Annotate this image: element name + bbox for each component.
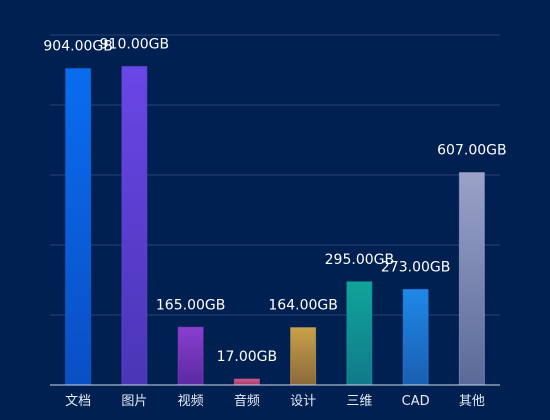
bar-4 <box>290 327 317 386</box>
x-tick-label-4: 设计 <box>290 394 316 409</box>
data-label-0: 904.00GB <box>43 39 112 55</box>
bar-3 <box>233 378 260 386</box>
bar-1 <box>121 66 148 386</box>
x-tick-label-5: 三维 <box>346 394 372 409</box>
x-tick-label-7: 其他 <box>459 394 485 409</box>
bar-2 <box>177 326 204 386</box>
data-label-4: 164.00GB <box>268 298 337 314</box>
bars <box>65 66 485 386</box>
x-axis-ticks: 文档 图片 视频 音频 设计 三维 CAD 其他 <box>65 393 485 409</box>
bar-7 <box>458 172 485 386</box>
data-label-6: 273.00GB <box>381 259 450 275</box>
x-tick-label-6: CAD <box>402 394 430 409</box>
data-label-2: 165.00GB <box>156 297 225 313</box>
data-label-1: 910.00GB <box>100 37 169 53</box>
data-label-3: 17.00GB <box>217 349 278 365</box>
x-tick-label-0: 文档 <box>65 394 91 409</box>
x-tick-label-1: 图片 <box>121 394 147 409</box>
bar-6 <box>402 288 429 386</box>
bar-0 <box>65 68 92 386</box>
data-label-5: 295.00GB <box>325 252 394 268</box>
x-tick-label-2: 视频 <box>178 394 204 409</box>
x-tick-label-3: 音频 <box>234 393 260 409</box>
bar-5 <box>346 281 373 386</box>
data-label-7: 607.00GB <box>437 143 506 159</box>
